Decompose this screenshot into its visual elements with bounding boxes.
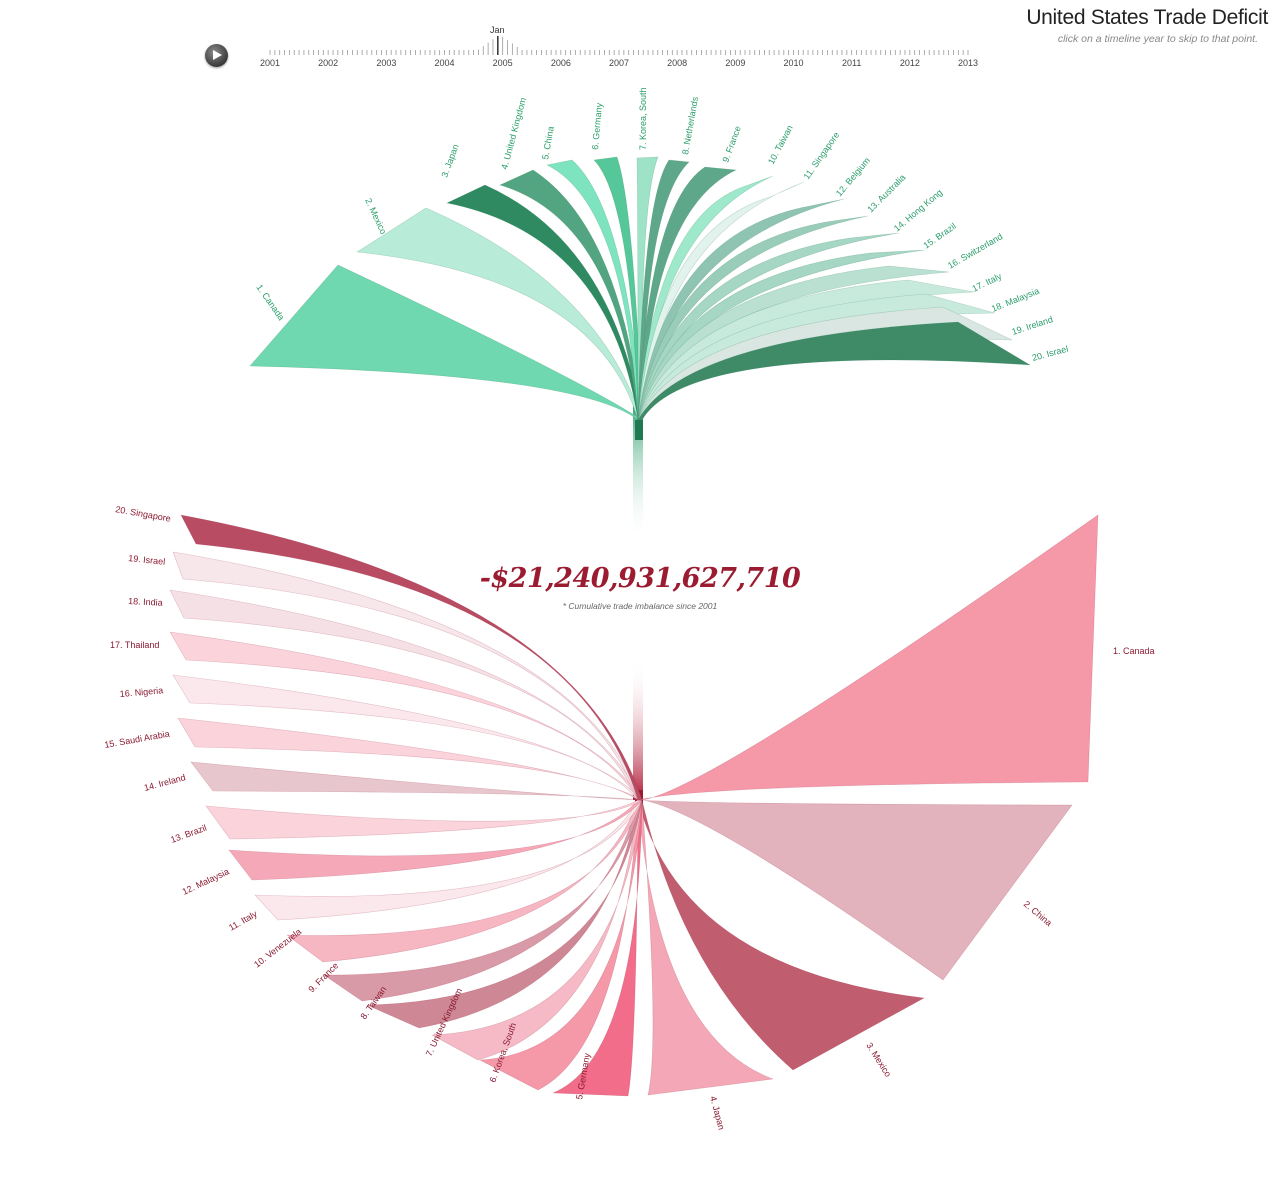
deficit-band-15 xyxy=(177,717,644,801)
surplus-band-8 xyxy=(637,159,690,421)
surplus-label-1: 1. Canada xyxy=(254,282,286,322)
timeline[interactable] xyxy=(0,0,1280,80)
deficit-band-1 xyxy=(637,514,1099,801)
surplus-band-9 xyxy=(637,166,738,421)
surplus-band-1 xyxy=(249,264,643,421)
surplus-stem xyxy=(633,400,643,540)
surplus-label-16: 16. Switzerland xyxy=(946,231,1004,270)
surplus-label-19: 19. Ireland xyxy=(1011,314,1055,337)
deficit-band-5 xyxy=(552,799,643,1097)
surplus-fan: 1. Canada 2. Mexico 3. Japan 4. United King… xyxy=(249,87,1069,540)
timeline-year-2004[interactable]: 2004 xyxy=(434,58,455,68)
surplus-label-11: 11. Singapore xyxy=(801,130,841,181)
deficit-band-11 xyxy=(254,799,643,921)
deficit-band-4 xyxy=(637,799,774,1096)
surplus-label-18: 18. Malaysia xyxy=(990,286,1041,314)
deficit-band-7 xyxy=(430,799,643,1061)
surplus-band-6 xyxy=(593,156,643,421)
deficit-band-20 xyxy=(180,514,643,801)
deficit-band-19 xyxy=(172,551,643,801)
timeline-year-2008[interactable]: 2008 xyxy=(667,58,688,68)
deficit-label-11: 11. Italy xyxy=(227,908,259,932)
deficit-band-12 xyxy=(228,799,643,881)
deficit-band-14 xyxy=(190,761,643,801)
deficit-label-16: 16. Nigeria xyxy=(119,685,163,699)
timeline-year-2012[interactable]: 2012 xyxy=(899,58,920,68)
surplus-label-5: 5. China xyxy=(540,126,556,161)
deficit-band-9 xyxy=(323,799,643,1002)
deficit-band-16 xyxy=(172,674,643,801)
deficit-band-8 xyxy=(366,799,643,1029)
timeline-year-2009[interactable]: 2009 xyxy=(725,58,746,68)
surplus-label-2: 2. Mexico xyxy=(363,197,388,236)
deficit-label-2: 2. China xyxy=(1022,899,1054,928)
deficit-band-13 xyxy=(205,799,644,840)
deficit-label-13: 13. Brazil xyxy=(169,823,208,845)
timeline-month-label: Jan xyxy=(490,25,505,35)
deficit-band-3 xyxy=(637,799,925,1071)
timeline-year-2010[interactable]: 2010 xyxy=(783,58,804,68)
surplus-label-6: 6. Germany xyxy=(590,102,604,150)
deficit-band-18 xyxy=(169,589,643,801)
deficit-label-20: 20. Singapore xyxy=(115,504,172,524)
play-button[interactable] xyxy=(205,44,228,67)
surplus-label-7: 7. Korea, South xyxy=(638,87,648,150)
cumulative-total: -$21,240,931,627,710 xyxy=(479,563,801,594)
surplus-label-20: 20. Israel xyxy=(1031,344,1069,363)
deficit-band-6 xyxy=(478,799,643,1091)
surplus-band-20 xyxy=(637,321,1031,421)
surplus-label-14: 14. Hong Kong xyxy=(892,187,944,233)
deficit-label-1: 1. Canada xyxy=(1113,646,1155,656)
surplus-label-13: 13. Australia xyxy=(865,172,907,214)
surplus-label-12: 12. Belgium xyxy=(834,155,872,198)
surplus-band-2 xyxy=(356,207,643,421)
deficit-stem xyxy=(633,660,643,800)
deficit-band-10 xyxy=(286,799,643,963)
deficit-label-19: 19. Israel xyxy=(128,553,166,567)
timeline-year-2013[interactable]: 2013 xyxy=(957,58,979,68)
surplus-label-10: 10. Taiwan xyxy=(766,123,795,166)
surplus-band-3 xyxy=(446,184,643,421)
cumulative-total-note: * Cumulative trade imbalance since 2001 xyxy=(562,601,718,611)
deficit-label-10: 10. Venezuela xyxy=(252,927,303,970)
timeline-year-2002[interactable]: 2002 xyxy=(318,58,339,68)
deficit-band-17 xyxy=(169,631,643,801)
timeline-year-2001[interactable]: 2001 xyxy=(259,58,281,68)
surplus-label-4: 4. United Kingdom xyxy=(499,96,528,170)
deficit-band-2 xyxy=(637,799,1073,981)
deficit-label-4: 4. Japan xyxy=(708,1095,727,1131)
deficit-label-15: 15. Saudi Arabia xyxy=(104,729,171,750)
surplus-band-5 xyxy=(546,159,643,421)
timeline-year-2011[interactable]: 2011 xyxy=(841,58,862,68)
page-subtitle: click on a timeline year to skip to that… xyxy=(1057,33,1258,45)
surplus-label-3: 3. Japan xyxy=(439,143,460,179)
timeline-year-2007[interactable]: 2007 xyxy=(608,58,630,68)
surplus-label-17: 17. Italy xyxy=(970,271,1003,294)
surplus-band-4 xyxy=(499,169,643,421)
deficit-label-14: 14. Ireland xyxy=(143,772,187,793)
timeline-year-2003[interactable]: 2003 xyxy=(376,58,397,68)
surplus-label-9: 9. France xyxy=(720,125,742,164)
play-icon xyxy=(213,50,222,60)
surplus-label-15: 15. Brazil xyxy=(921,221,957,251)
deficit-label-17: 17. Thailand xyxy=(110,640,159,650)
deficit-label-18: 18. India xyxy=(128,596,163,608)
surplus-label-8: 8. Netherlands xyxy=(680,95,700,155)
surplus-stem-cap xyxy=(635,420,643,440)
deficit-label-12: 12. Malaysia xyxy=(181,866,231,896)
deficit-label-3: 3. Mexico xyxy=(864,1041,893,1079)
timeline-year-2005[interactable]: 2005 xyxy=(492,58,513,68)
timeline-year-2006[interactable]: 2006 xyxy=(550,58,571,68)
page-title: United States Trade Deficit xyxy=(1026,6,1268,29)
